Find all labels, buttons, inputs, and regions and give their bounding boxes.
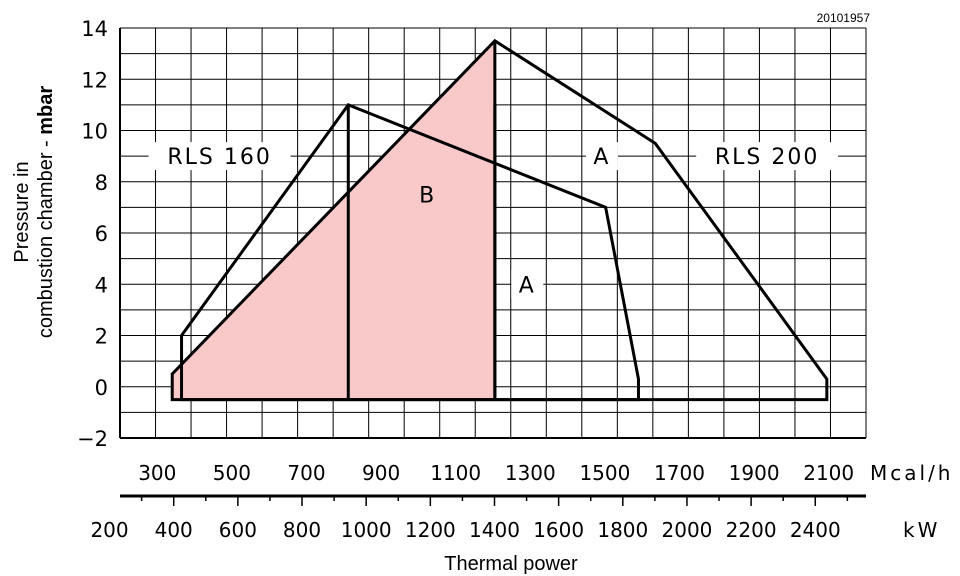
series-layer [170,38,829,402]
region-label-bg [696,142,839,171]
region-label: RLS 160 [167,145,272,170]
region-label-bg [511,270,544,299]
unit-kw: kW [903,518,940,542]
mcal-tick-label: 1900 [729,461,780,485]
kw-tick-label: 1600 [533,518,584,542]
mcal-tick-label: 1500 [579,461,630,485]
kw-tick-label: 600 [219,518,257,542]
kw-tick-label: 2400 [790,518,841,542]
mcal-tick-label: 700 [287,461,325,485]
y-tick-label: 14 [81,17,108,41]
y-tick-label: 2 [95,325,108,349]
mcal-tick-label: 1100 [430,461,481,485]
y-tick-label: 8 [95,171,108,195]
mcal-tick-label: 2100 [803,461,854,485]
y-tick-label: 10 [81,120,108,144]
kw-tick-label: 2000 [662,518,713,542]
region-labels: RLS 160 A RLS 200 B A [148,142,839,299]
region-label-bg [585,142,618,171]
region-label-bg [148,142,291,171]
region-label: RLS 200 [715,145,820,170]
mcal-tick-label: 300 [138,461,176,485]
region-label: A [519,273,536,298]
kw-tick-label: 1400 [469,518,520,542]
region-label: B [419,184,436,209]
series-outline-rls200 [170,38,829,402]
y-tick-label: 12 [81,68,108,92]
y-tick-label: −2 [77,427,108,451]
y-axis-label-line2: combustion chamber - mbar [35,86,57,339]
kw-tick-label: 2200 [726,518,777,542]
mcal-tick-label: 500 [213,461,251,485]
kw-tick-label: 400 [155,518,193,542]
region-label-bg [411,180,444,209]
kw-tick-label: 1800 [597,518,648,542]
kw-tick-label: 1000 [341,518,392,542]
mcal-tick-label: 900 [362,461,400,485]
region-label: A [593,145,610,170]
x-tick-labels: 300 500 700 900 1100 1300 1500 1700 1900 2100 200 4… [90,461,866,542]
drawing-code: 20101957 [817,11,871,25]
y-tick-label: 6 [95,222,108,246]
y-tick-label: 0 [95,376,108,400]
mcal-tick-label: 1700 [654,461,705,485]
y-axis-label-line1: Pressure in [11,161,33,262]
y-tick-labels: 14 12 10 8 6 4 2 0 −2 [77,17,108,451]
kw-tick-label: 800 [283,518,321,542]
mcal-tick-label: 1300 [505,461,556,485]
x-axis-label: Thermal power [444,553,578,575]
kw-tick-label: 200 [90,518,128,542]
kw-tick-label: 1200 [405,518,456,542]
unit-mcal: Mcal/h [870,461,953,485]
y-tick-label: 4 [95,273,108,297]
